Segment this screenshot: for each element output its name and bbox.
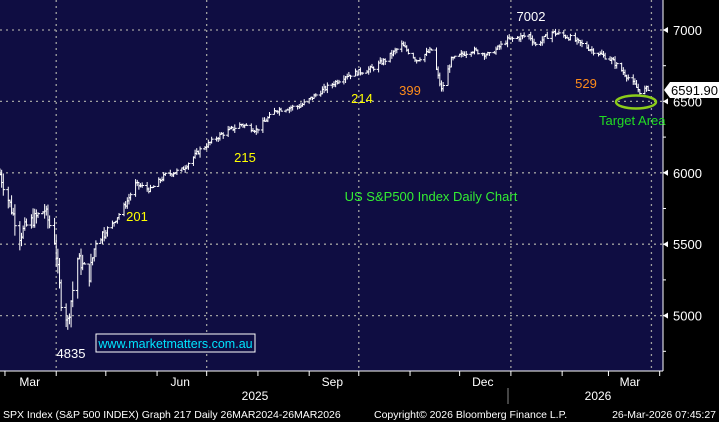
price-bar <box>360 72 365 76</box>
price-bar <box>429 48 434 51</box>
y-tick-arrow <box>663 241 668 248</box>
price-bar <box>394 48 399 54</box>
price-bar <box>70 281 75 308</box>
last-price-value: 6591.90 <box>671 83 718 98</box>
price-bar <box>12 204 17 236</box>
price-bar <box>140 182 145 188</box>
price-bar <box>336 79 341 84</box>
price-bar <box>579 39 584 48</box>
x-axis-ticks: Mar Jun Sep Dec Mar <box>4 371 661 389</box>
price-bar <box>348 74 353 80</box>
y-tick-arrow <box>663 312 668 319</box>
price-bar <box>646 85 651 92</box>
footer-timestamp: 26-Mar-2026 07:45:27 <box>612 409 716 421</box>
price-bar <box>59 279 64 312</box>
y-tick-arrow <box>663 27 668 33</box>
price-bar <box>128 192 133 201</box>
y-tick-label: 7000 <box>673 23 702 38</box>
price-bar <box>487 52 492 56</box>
price-bar <box>290 104 295 111</box>
price-bar <box>464 51 469 59</box>
price-bar <box>93 240 98 258</box>
price-bar <box>221 132 226 139</box>
price-bars <box>0 28 651 330</box>
price-bar <box>105 226 110 237</box>
y-tick-arrow <box>663 169 668 176</box>
price-bar <box>82 262 87 265</box>
price-bar <box>452 55 457 59</box>
price-bar <box>568 33 573 41</box>
price-bar <box>198 146 203 158</box>
price-bar <box>163 172 168 176</box>
x-year-label: 2026 <box>585 389 612 403</box>
y-tick-label: 6500 <box>673 94 702 109</box>
y-tick-label: 5000 <box>673 309 702 324</box>
price-bar <box>186 162 191 170</box>
price-bar <box>1 173 6 196</box>
price-bar <box>244 123 249 126</box>
target-area-label: Target Area <box>599 113 666 128</box>
price-bar <box>603 52 608 60</box>
x-month-label: Mar <box>19 375 40 389</box>
footer-copyright: Copyright© 2026 Bloomberg Finance L.P. <box>374 409 567 421</box>
price-bar <box>174 168 179 176</box>
price-bar <box>441 81 446 92</box>
price-bar <box>117 213 122 220</box>
annotation-399: 399 <box>399 83 421 98</box>
price-bar <box>383 58 388 65</box>
price-bar <box>209 136 214 144</box>
price-bar <box>626 74 631 81</box>
annotation-529: 529 <box>575 76 597 91</box>
price-bar <box>591 48 596 56</box>
x-month-label: Mar <box>620 375 641 389</box>
x-month-label: Jun <box>171 375 190 389</box>
annotation-high: 7002 <box>517 9 546 24</box>
price-bar <box>533 41 538 47</box>
price-bar <box>614 62 619 69</box>
price-bar <box>24 218 29 227</box>
x-month-label: Sep <box>322 375 344 389</box>
price-bar <box>279 107 284 112</box>
annotation-201: 201 <box>126 209 148 224</box>
x-year-label: 2025 <box>242 389 269 403</box>
price-bar <box>255 128 260 134</box>
y-tick-label: 6000 <box>673 166 702 181</box>
price-bar <box>36 212 41 219</box>
watermark-url: www.marketmatters.com.au <box>97 337 252 351</box>
watermark-box <box>95 333 256 353</box>
price-bar <box>302 99 307 106</box>
annotation-214: 214 <box>351 91 373 106</box>
price-bar <box>545 31 550 39</box>
price-bar <box>267 112 272 119</box>
annotation-low: 4835 <box>57 346 86 361</box>
price-bar <box>47 215 52 229</box>
y-tick-label: 5500 <box>673 237 702 252</box>
price-bar <box>498 40 503 50</box>
price-bar <box>417 57 422 62</box>
price-bar <box>406 48 411 55</box>
price-bar <box>556 30 561 35</box>
y-tick-arrow <box>663 98 668 105</box>
price-bar <box>325 82 330 94</box>
price-bar <box>313 93 318 98</box>
annotation-215: 215 <box>234 150 256 165</box>
last-price-tag <box>664 82 719 98</box>
target-area-ellipse <box>614 94 658 110</box>
plot-area <box>0 0 663 371</box>
price-bar <box>475 49 480 55</box>
price-bar <box>232 124 237 133</box>
price-bar <box>371 66 376 72</box>
x-month-label: Dec <box>472 375 493 389</box>
price-bar <box>510 36 515 42</box>
price-bar <box>522 32 527 38</box>
y-axis-ticks: 5000 5500 6000 6500 7000 <box>663 23 702 352</box>
price-bar <box>151 185 156 188</box>
gridlines <box>0 0 663 371</box>
footer-security-info: SPX Index (S&P 500 INDEX) Graph 217 Dail… <box>3 409 341 421</box>
chart-title: US S&P500 Index Daily Chart <box>345 189 518 204</box>
